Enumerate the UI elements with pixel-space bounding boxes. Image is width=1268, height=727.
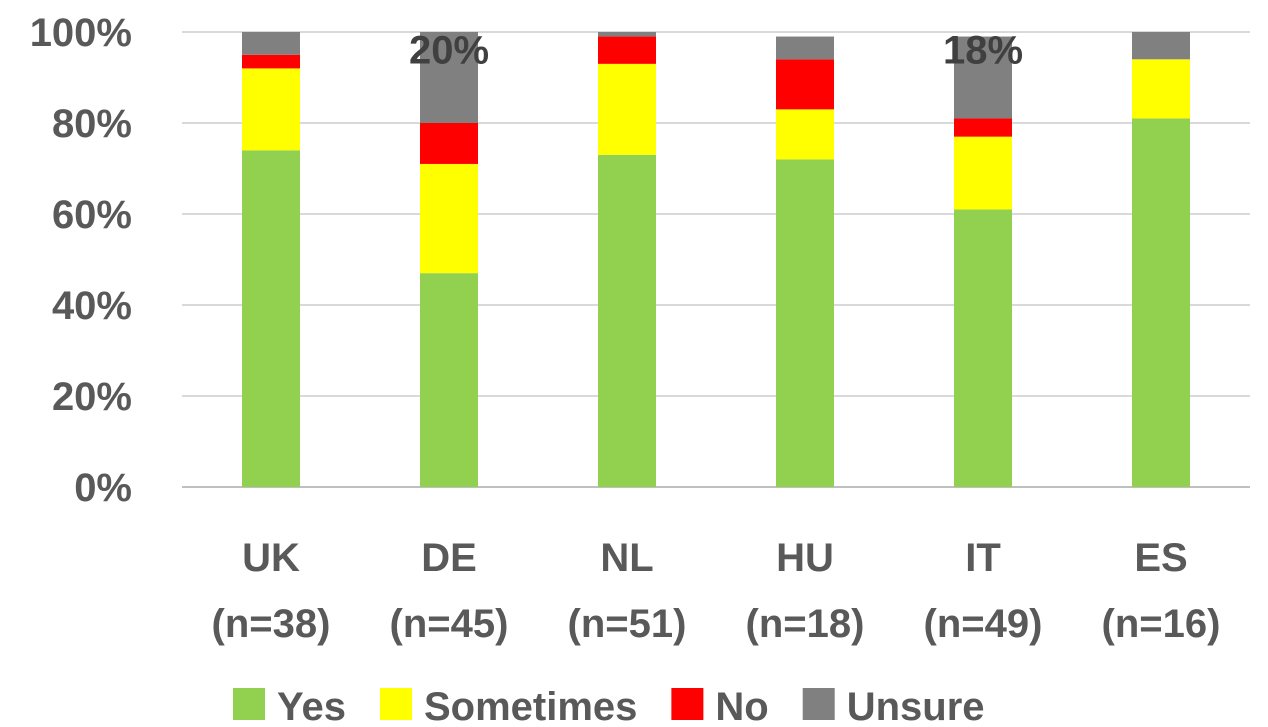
legend-label-yes: Yes [277,685,346,727]
bar-unsure-de [420,32,478,123]
x-category-label: DE [421,536,477,580]
legend-swatch-no [671,688,704,720]
bar-yes-nl [598,154,656,487]
bar-no-uk [242,54,300,69]
x-category-label: ES [1134,536,1187,580]
y-tick-label: 0% [74,466,132,510]
legend-label-sometimes: Sometimes [424,685,637,727]
y-tick-label: 40% [52,284,132,328]
legend-label-unsure: Unsure [847,685,985,727]
bar-no-it [954,118,1012,137]
bar-yes-de [420,273,478,487]
x-category-label: NL [600,536,653,580]
bar-sometimes-de [420,163,478,274]
data-label: 18% [943,29,1023,73]
legend-swatch-yes [233,688,265,720]
x-category-label: (n=45) [390,602,509,646]
bar-yes-hu [776,159,834,487]
bar-sometimes-hu [776,109,834,160]
bar-yes-it [954,209,1012,487]
x-category-label: IT [965,536,1001,580]
bar-no-hu [776,59,834,110]
y-tick-label: 60% [52,193,132,237]
x-category-label: (n=16) [1102,602,1221,646]
legend-swatch-sometimes [379,688,412,720]
data-labels: 20% 18% [409,29,1023,73]
bars [242,32,1190,488]
bar-no-de [420,123,478,164]
bar-unsure-it [954,36,1012,119]
bar-unsure-uk [242,32,300,55]
bar-sometimes-es [1132,59,1190,119]
x-category-label: UK [242,536,300,580]
bar-unsure-nl [598,32,656,37]
bar-yes-es [1132,118,1190,487]
y-tick-label: 80% [52,102,132,146]
bar-unsure-es [1132,32,1190,60]
bar-sometimes-uk [242,68,300,151]
y-axis: 0% 20% 40% 60% 80% 100% [30,11,132,510]
bar-unsure-hu [776,36,834,60]
x-axis: UK (n=38) DE (n=45) NL (n=51) HU (n=18) IT (n=49)… [212,536,1221,646]
bar-yes-uk [242,150,300,488]
x-category-label: (n=49) [924,602,1043,646]
data-label: 20% [409,29,489,73]
gridlines [182,31,1250,488]
bar-sometimes-nl [598,63,656,155]
x-category-label: HU [776,536,834,580]
x-category-label: (n=51) [568,602,687,646]
legend-label-no: No [715,685,768,727]
x-category-label: (n=18) [746,602,865,646]
legend-swatch-unsure [802,688,835,720]
y-tick-label: 100% [30,11,132,55]
legend: Yes Sometimes No Unsure [233,685,985,727]
bar-no-nl [598,36,656,64]
y-tick-label: 20% [52,375,132,419]
x-category-label: (n=38) [212,602,331,646]
bar-sometimes-it [954,136,1012,210]
